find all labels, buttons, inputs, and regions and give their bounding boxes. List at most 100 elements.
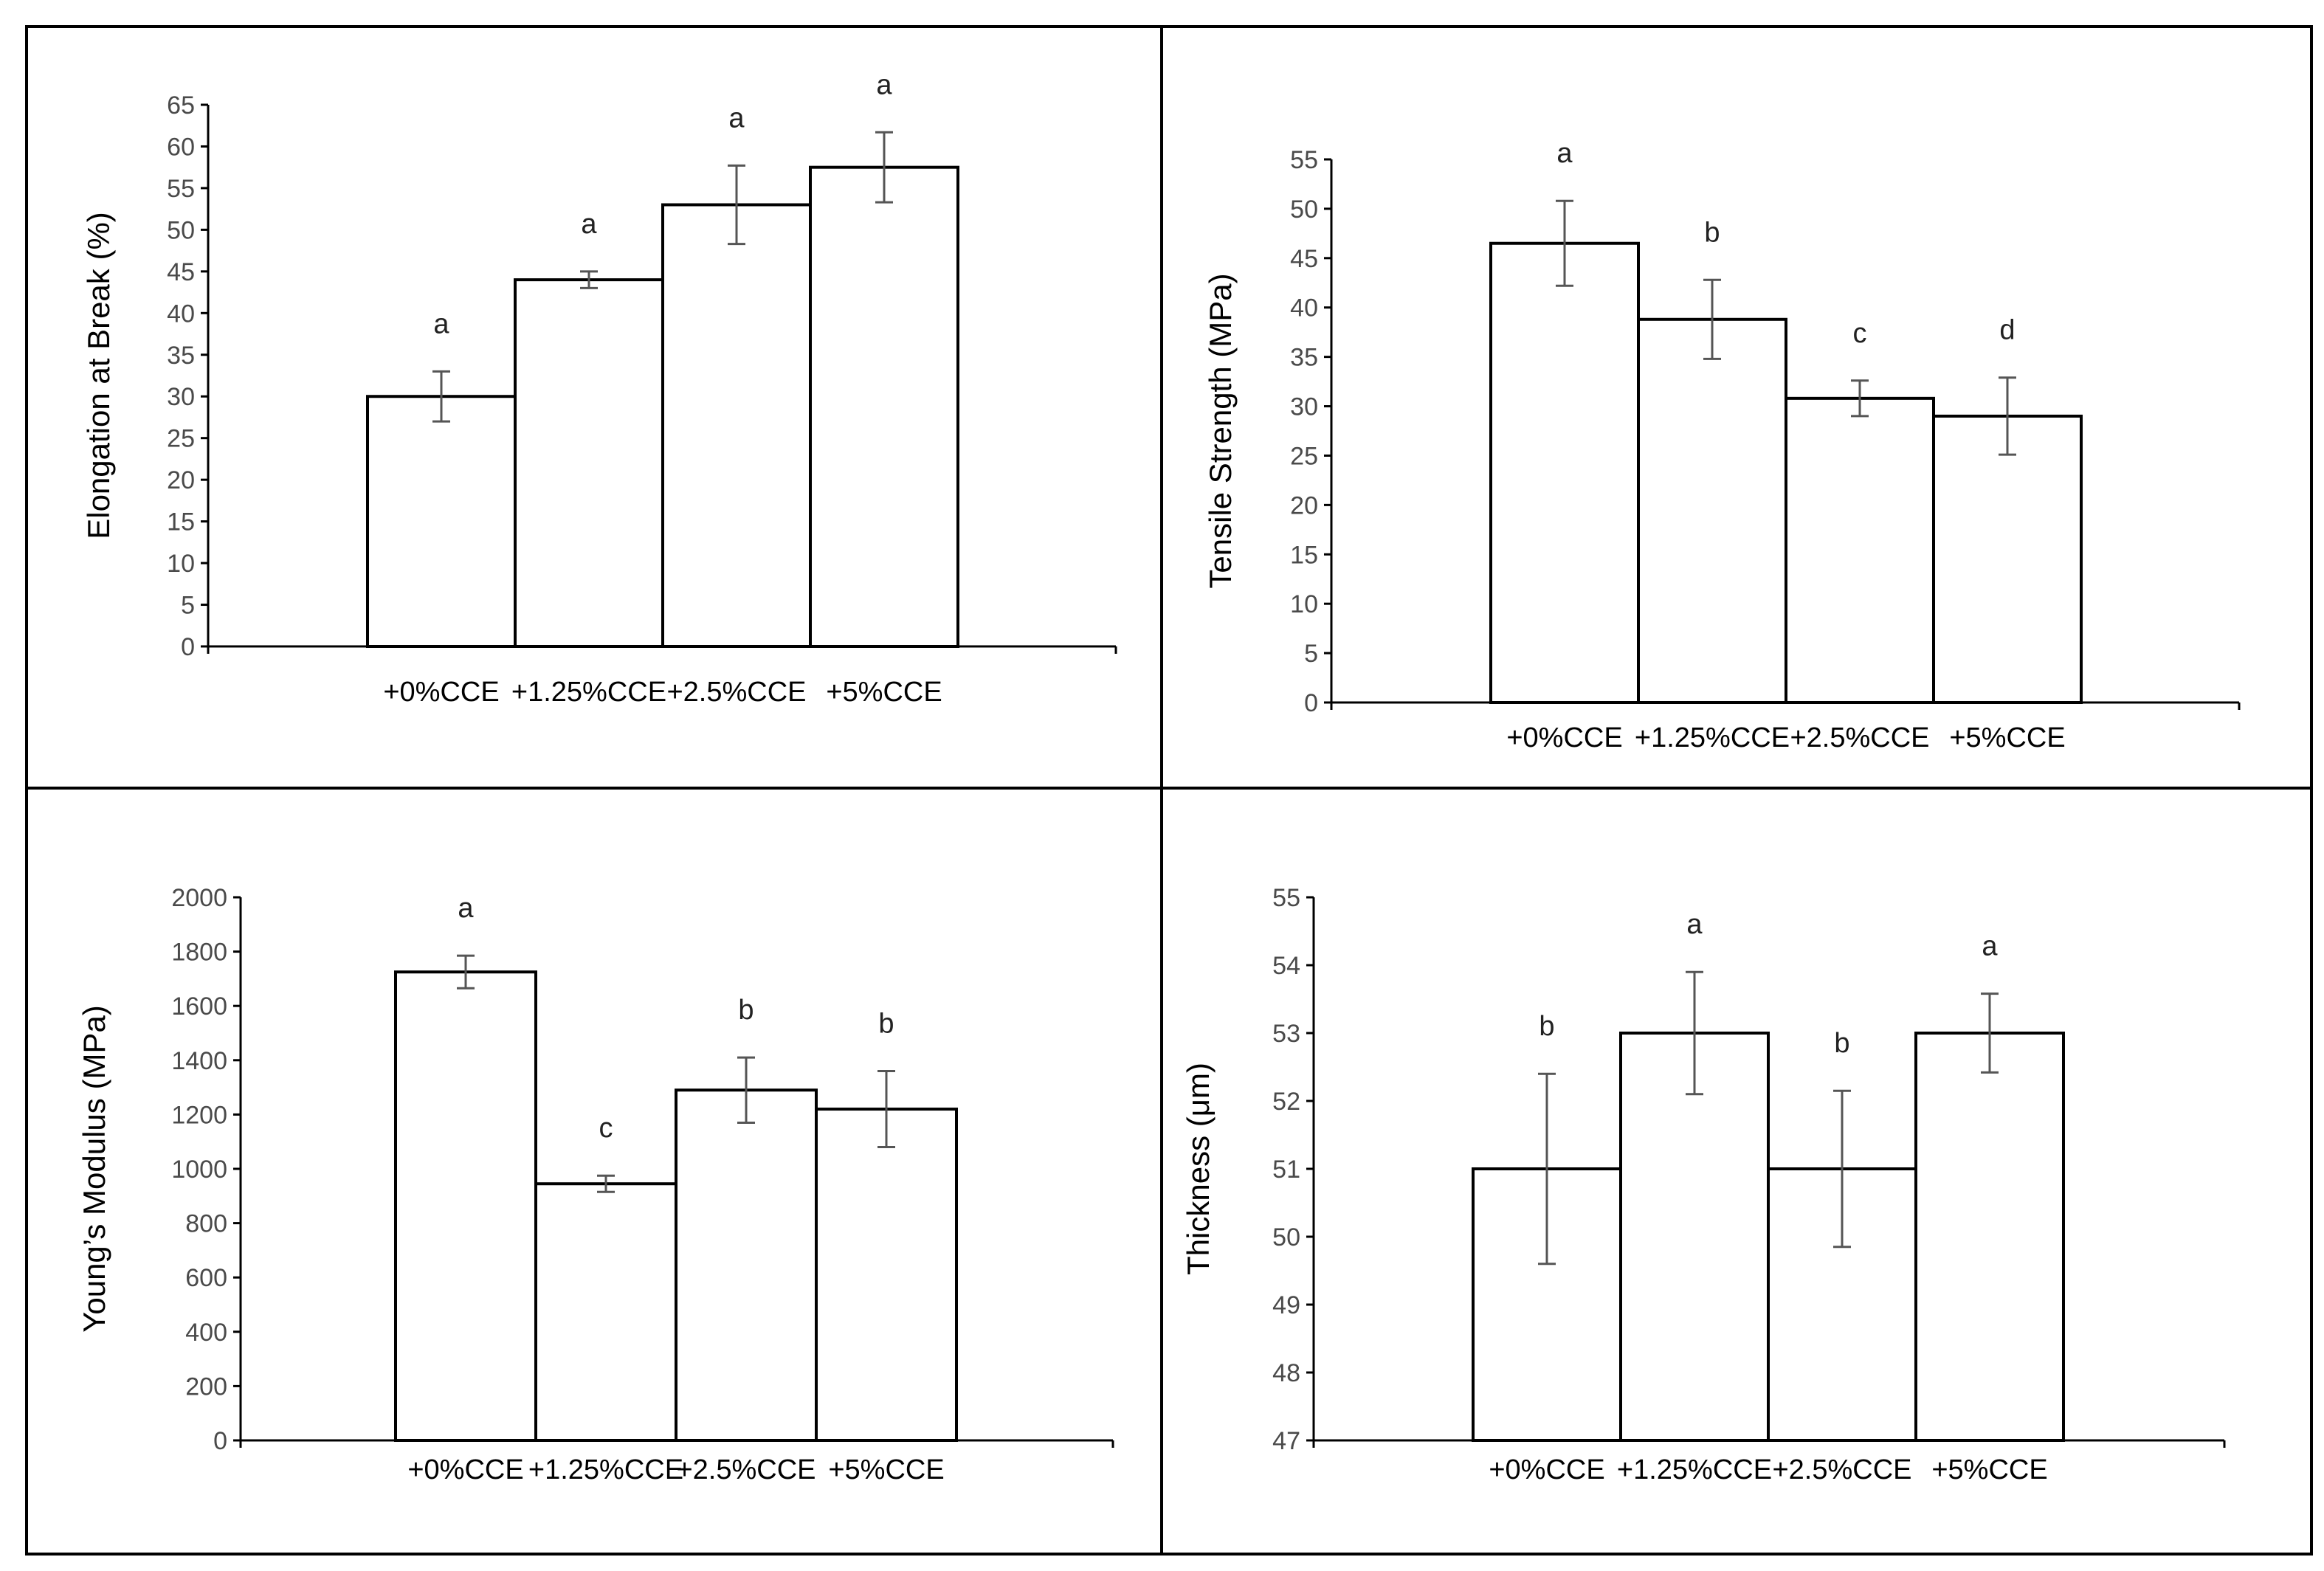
bar [1619,1032,1770,1442]
bar [1489,241,1640,704]
chart-4: 47 48 49 50 51 52 53 54 55 Thickness (μm) b +0%CCE a… [1181,884,2226,1485]
y-tick-label: 40 [167,300,195,328]
y-tick-label: 35 [167,342,195,370]
significance-letter: b [738,995,754,1026]
bar [815,1108,958,1443]
y-axis-title: Young’s Modulus (MPa) [77,1005,111,1333]
y-tick-label: 48 [1272,1359,1300,1387]
y-tick-label: 65 [167,92,195,120]
y-tick-label: 2000 [171,884,227,912]
significance-letter: b [1704,217,1720,248]
y-tick-label: 10 [167,550,195,578]
y-tick-label: 20 [1290,491,1318,519]
significance-letter: a [433,308,449,339]
y-tick-label: 200 [185,1373,227,1401]
bar [534,1182,677,1442]
bar [1637,317,1787,704]
y-tick-label: 1200 [171,1101,227,1129]
y-tick-label: 1600 [171,992,227,1021]
bar [514,278,664,648]
bar [1785,396,1935,705]
y-tick-label: 25 [1290,442,1318,470]
bar [809,165,959,648]
y-tick-label: 55 [1290,146,1318,174]
bar [661,203,812,648]
significance-letter: a [728,103,745,134]
y-tick-label: 1000 [171,1156,227,1184]
significance-letter: a [1686,909,1703,940]
y-tick-label: 45 [1290,245,1318,273]
y-tick-label: 53 [1272,1020,1300,1048]
category-label: +1.25%CCE [528,1454,683,1485]
y-tick-label: 55 [1272,884,1300,912]
chart-1: 0 5 10 15 20 25 30 35 40 45 50 55 60 65 Elongation at … [81,69,1117,708]
category-label: +5%CCE [828,1454,944,1485]
y-tick-label: 0 [1304,689,1318,717]
significance-letter: d [1999,315,2015,346]
category-label: +0%CCE [1489,1454,1604,1485]
bar [675,1088,818,1443]
category-label: +0%CCE [1506,722,1622,753]
y-tick-label: 30 [1290,393,1318,421]
y-tick-label: 600 [185,1264,227,1292]
y-axis-title: Thickness (μm) [1181,1063,1216,1275]
y-axis-title: Tensile Strength (MPa) [1203,273,1238,588]
category-label: +5%CCE [1931,1454,2047,1485]
y-tick-label: 25 [167,425,195,453]
bar [394,970,537,1442]
significance-letter: a [458,893,474,924]
y-tick-label: 60 [167,133,195,161]
y-tick-label: 15 [1290,541,1318,569]
y-tick-label: 15 [167,508,195,536]
y-tick-label: 800 [185,1210,227,1238]
y-tick-label: 1800 [171,939,227,967]
category-label: +5%CCE [826,677,942,708]
category-label: +1.25%CCE [1635,722,1790,753]
y-tick-label: 49 [1272,1291,1300,1319]
significance-letter: b [1834,1028,1849,1059]
y-tick-label: 0 [213,1427,227,1455]
bar [1932,414,2083,704]
category-label: +2.5%CCE [1772,1454,1911,1485]
y-tick-label: 0 [181,633,195,661]
significance-letter: c [599,1113,613,1144]
y-tick-label: 51 [1272,1156,1300,1184]
y-tick-label: 35 [1290,344,1318,372]
category-label: +5%CCE [1949,722,2065,753]
y-tick-label: 400 [185,1319,227,1347]
y-tick-label: 50 [1272,1223,1300,1251]
significance-letter: a [1982,931,1998,962]
category-label: +0%CCE [383,677,499,708]
y-tick-label: 50 [1290,196,1318,224]
category-label: +1.25%CCE [511,677,666,708]
y-tick-label: 1400 [171,1047,227,1075]
figure-border [25,25,2313,1556]
chart-2: 0 5 10 15 20 25 30 35 40 45 50 55 Tensile Strength (… [1203,138,2241,753]
y-tick-label: 50 [167,216,195,244]
y-tick-label: 54 [1272,952,1300,980]
category-label: +2.5%CCE [676,1454,816,1485]
significance-letter: b [1539,1011,1554,1042]
y-tick-label: 30 [167,383,195,411]
category-label: +2.5%CCE [1790,722,1929,753]
category-label: +0%CCE [407,1454,523,1485]
y-tick-label: 10 [1290,590,1318,618]
bar [1914,1032,2065,1442]
category-label: +1.25%CCE [1617,1454,1772,1485]
y-tick-label: 45 [167,258,195,286]
y-tick-label: 52 [1272,1088,1300,1116]
bar [366,395,517,648]
significance-letter: c [1853,318,1867,349]
significance-letter: a [581,209,597,240]
y-tick-label: 55 [167,175,195,203]
y-tick-label: 20 [167,466,195,494]
y-tick-label: 47 [1272,1427,1300,1455]
y-tick-label: 5 [181,592,195,620]
y-axis-title: Elongation at Break (%) [81,212,116,539]
significance-letter: a [876,69,892,100]
category-label: +2.5%CCE [666,677,806,708]
significance-letter: a [1556,138,1573,169]
chart-3: 0 200 400 600 800 1000 1200 1400 1600 1800 2000 You… [77,884,1114,1485]
y-tick-label: 5 [1304,640,1318,668]
